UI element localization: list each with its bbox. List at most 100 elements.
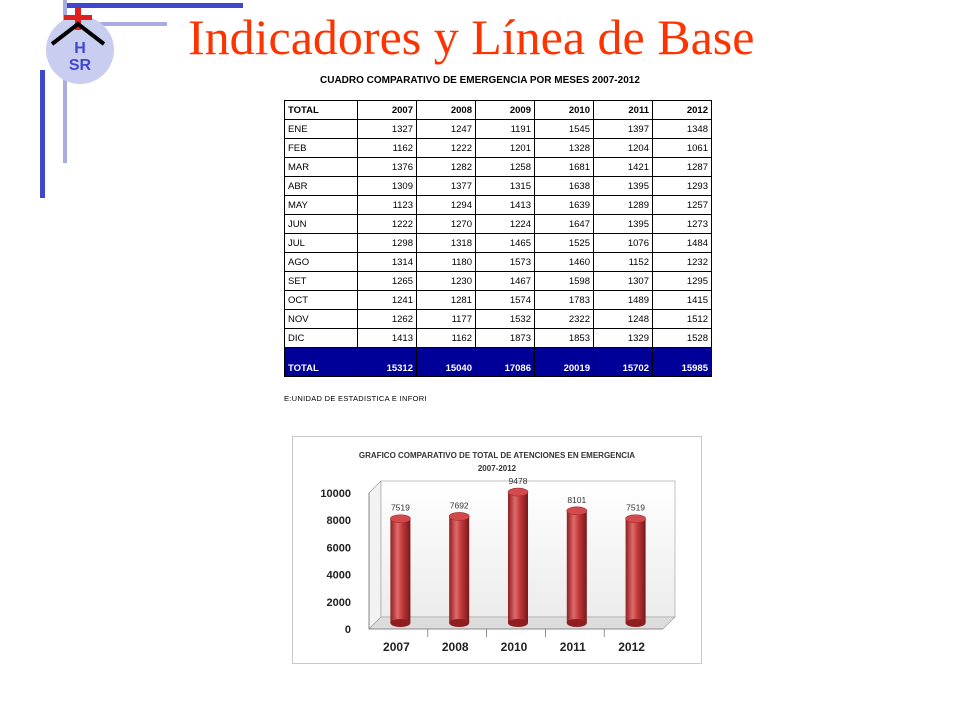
bar-base: [508, 619, 528, 627]
value-cell: 1309: [357, 176, 417, 196]
table-row: ENE 1327 1247 1191 1545 1397 1348: [284, 119, 712, 139]
value-cell: 1314: [357, 252, 417, 272]
value-cell: 1329: [593, 328, 653, 348]
table-row: AGO 1314 1180 1573 1460 1152 1232: [284, 252, 712, 272]
logo-letter-h: H SR: [69, 40, 92, 74]
value-cell: 1295: [652, 271, 712, 291]
value-cell: 1241: [357, 290, 417, 310]
y-tick-label: 4000: [327, 570, 351, 582]
bar: [390, 518, 411, 623]
table-total-row: TOTAL 15312 15040 17086 20019 15702 15985: [284, 347, 712, 377]
table-row: FEB 1162 1222 1201 1328 1204 1061: [284, 138, 712, 158]
bar: [625, 518, 646, 623]
value-cell: 1421: [593, 157, 653, 177]
value-cell: 2011: [593, 100, 653, 120]
value-cell: 1162: [357, 138, 417, 158]
row-label-cell: JUL: [284, 233, 358, 253]
value-cell: 1224: [475, 214, 535, 234]
row-label-cell: ENE: [284, 119, 358, 139]
row-label-cell: ABR: [284, 176, 358, 196]
value-cell: 1681: [534, 157, 594, 177]
table-row: MAR 1376 1282 1258 1681 1421 1287: [284, 157, 712, 177]
value-cell: 1282: [416, 157, 476, 177]
value-cell: 1328: [534, 138, 594, 158]
value-cell: 1853: [534, 328, 594, 348]
value-cell: 2322: [534, 309, 594, 329]
value-cell: 2012: [652, 100, 712, 120]
value-cell: 15312: [357, 347, 417, 377]
table-row: OCT 1241 1281 1574 1783 1489 1415: [284, 290, 712, 310]
decor-vertical-bar-light: [63, 0, 67, 163]
value-cell: 1639: [534, 195, 594, 215]
value-cell: 15040: [416, 347, 476, 377]
value-cell: 1298: [357, 233, 417, 253]
row-label-cell: MAY: [284, 195, 358, 215]
x-tick-label: 2011: [560, 640, 586, 654]
value-cell: 2008: [416, 100, 476, 120]
value-cell: 1201: [475, 138, 535, 158]
table-row: MAY 1123 1294 1413 1639 1289 1257: [284, 195, 712, 215]
chart-subtitle: 2007-2012: [478, 464, 517, 473]
value-cell: 1289: [593, 195, 653, 215]
value-cell: 1465: [475, 233, 535, 253]
value-cell: 1076: [593, 233, 653, 253]
row-label-cell: TOTAL: [284, 347, 358, 377]
value-cell: 2007: [357, 100, 417, 120]
bar-top: [507, 487, 529, 497]
row-label-cell: OCT: [284, 290, 358, 310]
bar: [508, 492, 528, 623]
row-label-cell: TOTAL: [284, 100, 358, 120]
value-cell: 1191: [475, 119, 535, 139]
value-cell: 1327: [357, 119, 417, 139]
value-cell: 1061: [652, 138, 712, 158]
decor-horizontal-bar-dark: [67, 3, 243, 8]
value-cell: 1232: [652, 252, 712, 272]
table-row: DIC 1413 1162 1873 1853 1329 1528: [284, 328, 712, 348]
hospital-logo: H SR: [46, 8, 114, 84]
value-cell: 1180: [416, 252, 476, 272]
value-cell: 1248: [593, 309, 653, 329]
value-cell: 1783: [534, 290, 594, 310]
table-row: JUL 1298 1318 1465 1525 1076 1484: [284, 233, 712, 253]
y-tick-label: 6000: [327, 542, 351, 554]
value-cell: 1376: [357, 157, 417, 177]
value-cell: 1247: [416, 119, 476, 139]
chart-panel: GRAFICO COMPARATIVO DE TOTAL DE ATENCION…: [292, 436, 702, 664]
value-cell: 1415: [652, 290, 712, 310]
value-cell: 1315: [475, 176, 535, 196]
bar-top: [566, 506, 588, 516]
row-label-cell: AGO: [284, 252, 358, 272]
bar-top: [625, 514, 646, 524]
value-cell: 1262: [357, 309, 417, 329]
value-cell: 1265: [357, 271, 417, 291]
value-cell: 1873: [475, 328, 535, 348]
value-cell: 1307: [593, 271, 653, 291]
value-cell: 1293: [652, 176, 712, 196]
value-cell: 15985: [652, 347, 712, 377]
value-cell: 1230: [416, 271, 476, 291]
value-cell: 1460: [534, 252, 594, 272]
value-cell: 1512: [652, 309, 712, 329]
value-cell: 1574: [475, 290, 535, 310]
value-cell: 1525: [534, 233, 594, 253]
bar: [566, 510, 587, 623]
table-header-row: TOTAL 2007 2008 2009 2010 2011 2012: [284, 100, 712, 120]
value-cell: 1318: [416, 233, 476, 253]
bar-top: [448, 512, 470, 521]
chart-title: GRAFICO COMPARATIVO DE TOTAL DE ATENCION…: [359, 451, 635, 460]
bar-base: [390, 619, 411, 627]
data-label: 7519: [626, 503, 645, 513]
table-row: NOV 1262 1177 1532 2322 1248 1512: [284, 309, 712, 329]
row-label-cell: DIC: [284, 328, 358, 348]
value-cell: 1162: [416, 328, 476, 348]
value-cell: 1152: [593, 252, 653, 272]
value-cell: 1257: [652, 195, 712, 215]
value-cell: 1204: [593, 138, 653, 158]
value-cell: 1638: [534, 176, 594, 196]
value-cell: 1413: [357, 328, 417, 348]
chart-side-wall: [368, 480, 382, 630]
table-row: ABR 1309 1377 1315 1638 1395 1293: [284, 176, 712, 196]
row-label-cell: FEB: [284, 138, 358, 158]
page-title: Indicadores y Línea de Base: [188, 9, 755, 65]
value-cell: 1484: [652, 233, 712, 253]
